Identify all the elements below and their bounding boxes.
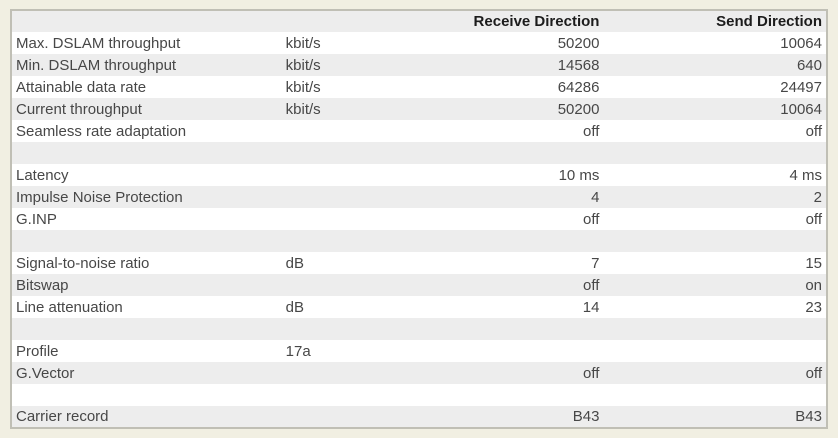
row-unit-cell: kbit/s <box>285 78 321 96</box>
row-send-cell: 15 <box>805 254 822 272</box>
row-send-cell <box>603 318 827 340</box>
table-body: Receive Direction Send Direction Max. DS… <box>11 10 827 428</box>
row-label-cell: Bitswap <box>16 276 69 294</box>
row-receive-cell: 4 <box>591 188 600 206</box>
table-row: Bitswap off on <box>11 274 827 296</box>
row-receive-cell: off <box>583 122 600 140</box>
row-receive-cell: off <box>583 210 600 228</box>
row-unit-cell: kbit/s <box>285 56 321 74</box>
row-label-cell <box>11 142 282 164</box>
row-label-cell: Current throughput <box>16 100 142 118</box>
row-receive-cell <box>442 230 603 252</box>
row-receive-cell: 14568 <box>557 56 600 74</box>
row-label-cell: G.INP <box>16 210 57 228</box>
row-send-cell: 2 <box>813 188 822 206</box>
table-row: G.Vector off off <box>11 362 827 384</box>
table-row: Signal-to-noise ratio dB 7 15 <box>11 252 827 274</box>
row-send-cell: 10064 <box>780 100 822 118</box>
row-unit-cell <box>282 186 442 208</box>
row-receive-cell: off <box>583 276 600 294</box>
table-row: Seamless rate adaptation off off <box>11 120 827 142</box>
row-label-cell: Profile <box>16 342 59 360</box>
table-row: Line attenuation dB 14 23 <box>11 296 827 318</box>
row-label-cell <box>11 230 282 252</box>
spacer-row <box>11 142 827 164</box>
row-send-cell: 23 <box>805 298 822 316</box>
column-header-send: Send Direction <box>716 13 822 30</box>
table-row: G.INP off off <box>11 208 827 230</box>
row-receive-cell <box>442 340 603 362</box>
table-row: Profile 17a <box>11 340 827 362</box>
spacer-row <box>11 318 827 340</box>
row-label-cell: Signal-to-noise ratio <box>16 254 150 272</box>
row-label-cell: Latency <box>16 166 69 184</box>
column-header-label <box>11 10 282 32</box>
row-unit-cell <box>282 406 442 428</box>
row-send-cell: 24497 <box>780 78 822 96</box>
row-send-cell: on <box>805 276 822 294</box>
row-receive-cell: 50200 <box>557 100 600 118</box>
row-receive-cell: 50200 <box>557 34 600 52</box>
row-send-cell <box>603 340 827 362</box>
row-receive-cell <box>442 384 603 406</box>
row-label-cell: G.Vector <box>16 364 75 382</box>
row-unit-cell: dB <box>285 298 305 316</box>
row-receive-cell <box>442 318 603 340</box>
table-row: Current throughput kbit/s 50200 10064 <box>11 98 827 120</box>
row-label-cell: Line attenuation <box>16 298 123 316</box>
row-send-cell: off <box>805 210 822 228</box>
row-unit-cell <box>282 164 442 186</box>
row-unit-cell: 17a <box>285 342 311 360</box>
row-send-cell <box>603 230 827 252</box>
row-send-cell <box>603 384 827 406</box>
row-unit-cell: kbit/s <box>285 100 321 118</box>
row-send-cell: B43 <box>795 408 822 425</box>
row-receive-cell: off <box>583 364 600 382</box>
table-header-row: Receive Direction Send Direction <box>11 10 827 32</box>
row-label-cell: Max. DSLAM throughput <box>16 34 181 52</box>
table-row: Impulse Noise Protection 4 2 <box>11 186 827 208</box>
column-header-receive: Receive Direction <box>473 13 600 30</box>
table-row: Carrier record B43 B43 <box>11 406 827 428</box>
column-header-unit <box>282 10 442 32</box>
row-send-cell: 640 <box>796 56 822 74</box>
table-row: Latency 10 ms 4 ms <box>11 164 827 186</box>
row-unit-cell <box>282 142 442 164</box>
row-label-cell <box>11 384 282 406</box>
row-receive-cell <box>442 142 603 164</box>
spacer-row <box>11 230 827 252</box>
row-unit-cell <box>282 208 442 230</box>
row-unit-cell: dB <box>285 254 305 272</box>
row-receive-cell: B43 <box>572 408 600 425</box>
row-unit-cell: kbit/s <box>285 34 321 52</box>
table-row: Attainable data rate kbit/s 64286 24497 <box>11 76 827 98</box>
row-send-cell: 4 ms <box>789 166 822 184</box>
row-send-cell: off <box>805 122 822 140</box>
row-send-cell: 10064 <box>780 34 822 52</box>
row-receive-cell: 64286 <box>557 78 600 96</box>
row-unit-cell <box>282 230 442 252</box>
row-unit-cell <box>282 274 442 296</box>
row-send-cell: off <box>805 364 822 382</box>
row-unit-cell <box>282 120 442 142</box>
dsl-statistics-table: Receive Direction Send Direction Max. DS… <box>10 9 828 429</box>
row-unit-cell <box>282 384 442 406</box>
spacer-row <box>11 384 827 406</box>
row-receive-cell: 14 <box>582 298 600 316</box>
table-row: Max. DSLAM throughput kbit/s 50200 10064 <box>11 32 827 54</box>
table-row: Min. DSLAM throughput kbit/s 14568 640 <box>11 54 827 76</box>
row-label-cell: Impulse Noise Protection <box>16 188 183 206</box>
row-label-cell: Min. DSLAM throughput <box>16 56 177 74</box>
row-receive-cell: 7 <box>591 254 600 272</box>
row-label-cell: Attainable data rate <box>16 78 147 96</box>
row-label-cell: Carrier record <box>16 408 109 425</box>
row-label-cell: Seamless rate adaptation <box>16 122 187 140</box>
row-label-cell <box>11 318 282 340</box>
row-send-cell <box>603 142 827 164</box>
row-receive-cell: 10 ms <box>558 166 600 184</box>
row-unit-cell <box>282 318 442 340</box>
row-unit-cell <box>282 362 442 384</box>
